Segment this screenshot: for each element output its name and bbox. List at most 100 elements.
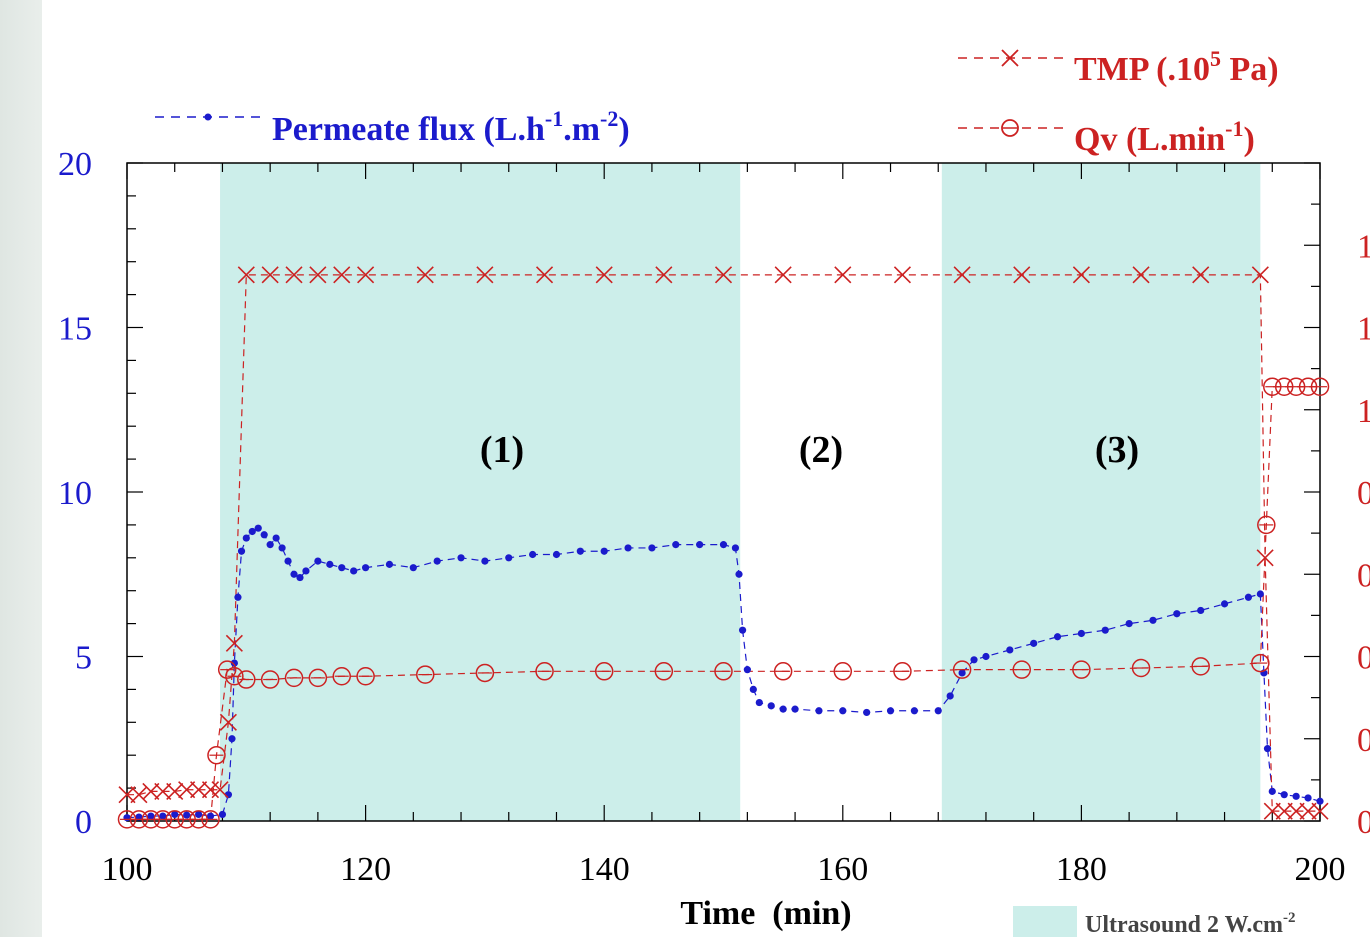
tmp-point (142, 782, 160, 800)
qv-point (952, 660, 972, 679)
flux-point (529, 550, 537, 559)
flux-point (433, 557, 441, 565)
tmp-point (237, 266, 255, 284)
flux-point (1006, 646, 1014, 654)
flux-point (738, 626, 747, 634)
tmp-point (211, 781, 229, 799)
tmp-point (225, 634, 243, 652)
flux-point (767, 702, 775, 710)
y-right-tick-label: 0 (1357, 557, 1370, 594)
flux-point (624, 544, 632, 552)
flux-point (278, 544, 286, 552)
flux-point (1030, 639, 1038, 647)
flux-point (218, 810, 227, 819)
flux-point (1053, 633, 1062, 641)
qv-point (1191, 657, 1210, 676)
flux-point (272, 534, 280, 542)
y-right-tick-label: 0 (1357, 804, 1370, 841)
x-tick-label: 140 (579, 851, 630, 888)
qv-point (1072, 660, 1091, 679)
region-label-3: (3) (1095, 429, 1139, 471)
qv-point (714, 662, 733, 681)
flux-point (672, 541, 680, 549)
tmp-point (1275, 802, 1293, 820)
qv-point (356, 666, 375, 686)
tmp-point (416, 266, 434, 284)
tmp-point (655, 266, 673, 284)
flux-point (552, 550, 561, 559)
tmp-point (595, 266, 613, 284)
flux-point (886, 707, 895, 715)
flux-point (171, 810, 179, 819)
tmp-point (178, 781, 196, 799)
flux-point (290, 570, 298, 578)
flux-point (946, 692, 954, 700)
flux-point (350, 567, 358, 575)
qv-point (1310, 377, 1330, 396)
flux-point (266, 541, 274, 549)
x-tick-label: 160 (817, 851, 868, 888)
tmp-point (1287, 802, 1305, 820)
flux-point (237, 547, 246, 555)
qv-point (654, 662, 674, 681)
qv-point (225, 666, 244, 686)
qv-point (535, 662, 554, 681)
y-left-tick-label: 5 (75, 640, 92, 677)
flux-point (910, 707, 918, 715)
x-axis-label: Time (min) (680, 895, 851, 932)
x-tick-label: 100 (102, 851, 153, 888)
flux-point (815, 707, 823, 715)
tmp-point (309, 266, 327, 284)
legend-tmp-marker (1001, 49, 1019, 67)
tmp-point (1013, 266, 1031, 284)
qv-point (237, 670, 256, 689)
flux-point (970, 656, 978, 664)
legend-ultrasound-label: Ultrasound 2 W.cm-2 (1085, 910, 1296, 937)
flux-point (1173, 610, 1181, 618)
flux-point (338, 564, 346, 572)
y-left-tick-label: 15 (58, 311, 92, 348)
flux-point (743, 666, 751, 674)
tmp-point (1299, 802, 1317, 820)
flux-point (481, 557, 489, 565)
legend-permeate-flux: Permeate flux (L.h-1.m-2) (155, 106, 630, 148)
flux-point (600, 547, 608, 555)
flux-point (248, 527, 256, 536)
flux-point (982, 652, 990, 661)
flux-point (755, 698, 763, 707)
flux-point (648, 544, 656, 552)
tmp-point (219, 713, 237, 731)
tmp-point (1192, 266, 1210, 284)
tmp-point (535, 266, 554, 284)
qv-point (201, 810, 220, 829)
tmp-point (333, 266, 351, 284)
flux-point (234, 593, 242, 601)
series-markers (117, 266, 1330, 829)
flux-point (206, 812, 215, 820)
tmp-point (1263, 802, 1281, 820)
flux-point (1220, 600, 1229, 608)
y-left-tick-label: 10 (58, 475, 92, 512)
flux-point (409, 564, 417, 572)
legend-tmp: TMP (.105 Pa) (958, 46, 1279, 88)
left-background-strip (0, 0, 42, 937)
y-left-tick-label: 20 (58, 146, 92, 183)
qv-point (773, 662, 793, 681)
legend-flux-marker (204, 113, 212, 121)
x-tick-label: 120 (340, 851, 391, 888)
flux-point (1304, 794, 1312, 802)
tmp-point (1072, 266, 1090, 284)
qv-point (1251, 653, 1270, 673)
flux-point (260, 531, 268, 539)
tmp-point (1256, 549, 1274, 567)
qv-point (308, 668, 328, 688)
qv-point (284, 668, 304, 688)
y-right-tick-label: 1 (1357, 393, 1370, 430)
flux-point (1244, 593, 1253, 601)
tmp-point (953, 266, 971, 284)
flux-point (749, 685, 757, 694)
flux-point (194, 810, 203, 819)
qv-point (332, 666, 351, 686)
flux-point (1125, 620, 1133, 628)
